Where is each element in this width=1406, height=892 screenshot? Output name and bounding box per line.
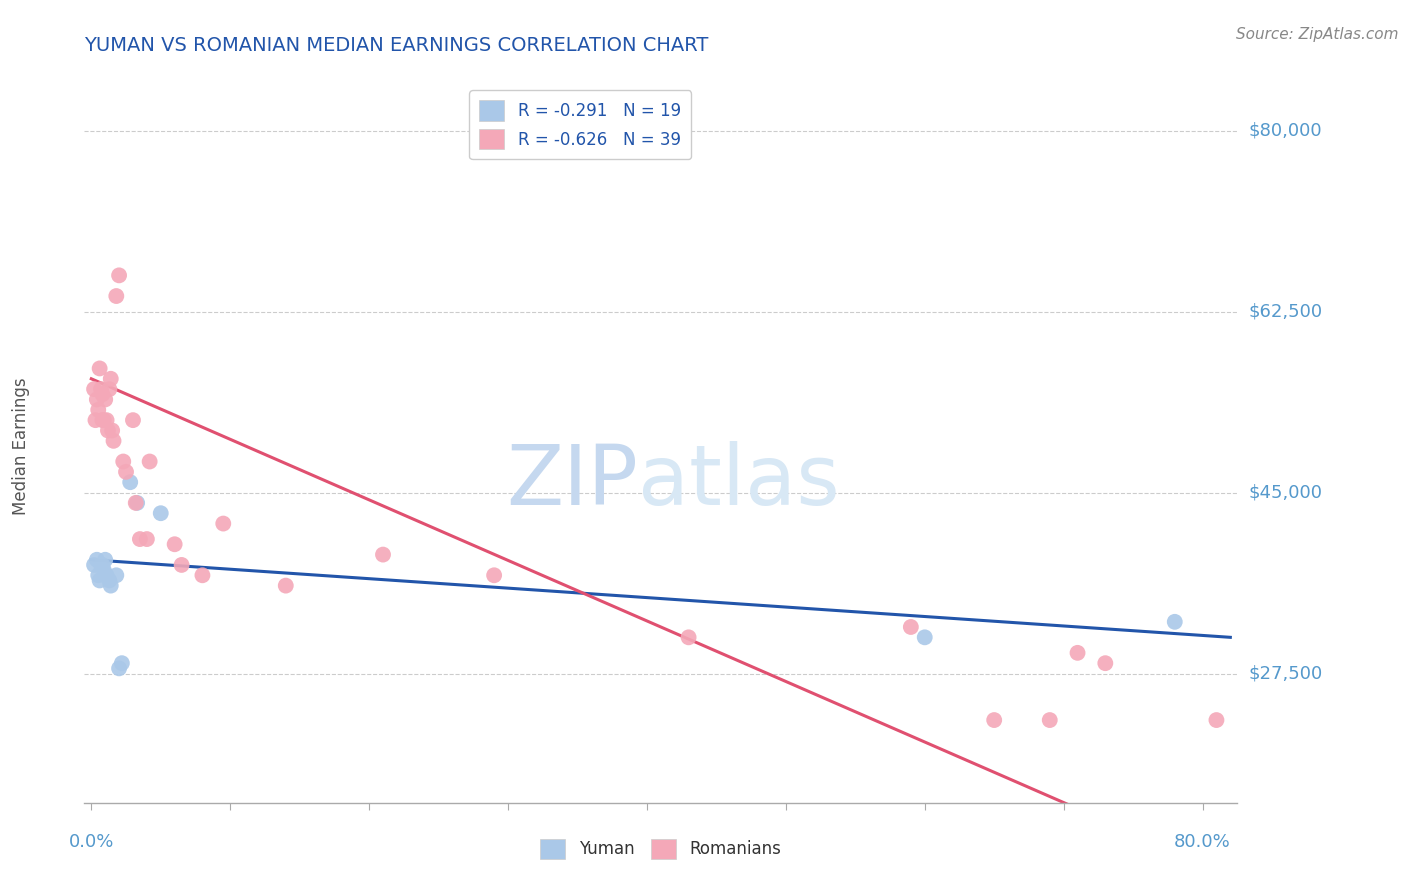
Point [91, 413, 114, 427]
Text: Median Earnings: Median Earnings [11, 377, 30, 515]
Point [103, 434, 125, 448]
Point [371, 548, 394, 562]
Point [105, 568, 128, 582]
Text: 0.0%: 0.0% [69, 833, 114, 851]
Point [163, 537, 186, 551]
Text: $80,000: $80,000 [1249, 121, 1322, 139]
Point [100, 579, 122, 593]
Point [1066, 646, 1088, 660]
Text: Source: ZipAtlas.com: Source: ZipAtlas.com [1236, 27, 1399, 42]
Point [96, 413, 118, 427]
Text: $45,000: $45,000 [1249, 483, 1323, 501]
Text: $27,500: $27,500 [1249, 665, 1323, 682]
Point [108, 268, 131, 283]
Point [93, 563, 115, 577]
Point [482, 568, 505, 582]
Point [93, 413, 115, 427]
Point [112, 454, 135, 468]
Point [914, 630, 936, 644]
Point [1094, 656, 1116, 670]
Point [108, 661, 131, 675]
Point [90, 382, 112, 396]
Point [89, 361, 111, 376]
Point [135, 532, 157, 546]
Point [274, 579, 297, 593]
Point [900, 620, 922, 634]
Point [115, 465, 138, 479]
Point [101, 424, 124, 438]
Text: ZIP: ZIP [506, 442, 638, 522]
Text: 80.0%: 80.0% [1174, 833, 1230, 851]
Point [138, 454, 160, 468]
Point [87, 568, 110, 582]
Point [94, 392, 117, 407]
Point [127, 496, 149, 510]
Point [91, 558, 114, 572]
Point [90, 558, 112, 572]
Point [122, 413, 145, 427]
Point [129, 532, 152, 546]
Text: YUMAN VS ROMANIAN MEDIAN EARNINGS CORRELATION CHART: YUMAN VS ROMANIAN MEDIAN EARNINGS CORREL… [84, 36, 709, 54]
Point [678, 630, 700, 644]
Point [89, 574, 111, 588]
Point [83, 558, 105, 572]
Point [84, 413, 107, 427]
Point [86, 553, 108, 567]
Point [1039, 713, 1062, 727]
Point [97, 424, 120, 438]
Point [1164, 615, 1187, 629]
Point [149, 506, 172, 520]
Point [98, 382, 121, 396]
Point [105, 289, 128, 303]
Point [91, 387, 114, 401]
Point [83, 382, 105, 396]
Point [111, 656, 134, 670]
Point [212, 516, 235, 531]
Point [170, 558, 193, 572]
Point [98, 574, 121, 588]
Point [191, 568, 214, 582]
Point [1205, 713, 1227, 727]
Point [120, 475, 142, 490]
Text: atlas: atlas [638, 442, 839, 522]
Legend: Yuman, Romanians: Yuman, Romanians [534, 832, 787, 866]
Point [96, 568, 118, 582]
Point [86, 392, 108, 407]
Point [94, 553, 117, 567]
Text: $62,500: $62,500 [1249, 302, 1323, 320]
Point [100, 372, 122, 386]
Point [983, 713, 1005, 727]
Point [87, 402, 110, 417]
Point [125, 496, 148, 510]
